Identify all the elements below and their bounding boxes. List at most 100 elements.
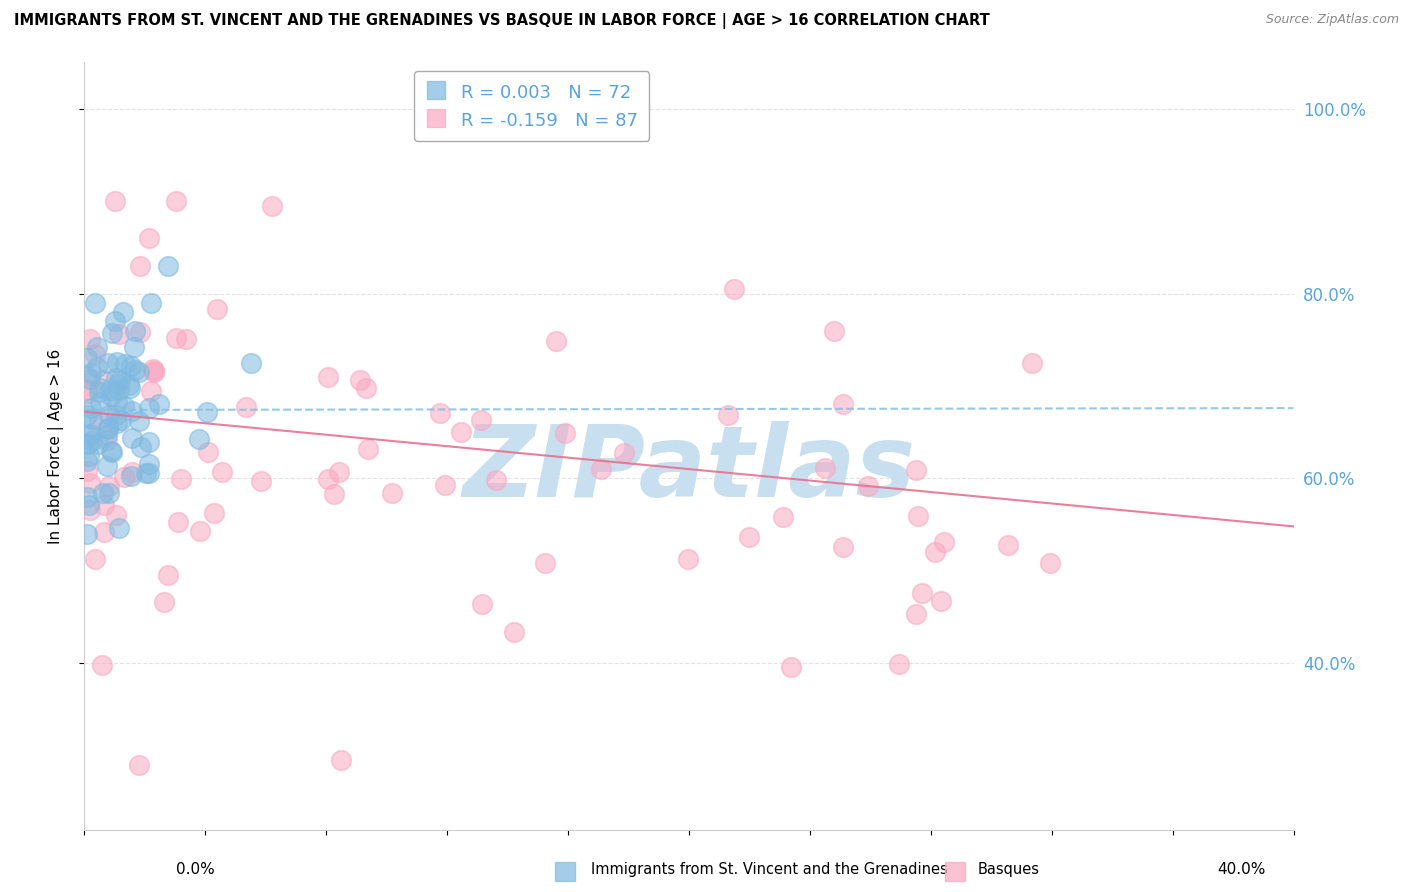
- Point: [544, 334, 567, 348]
- Point: [98, 384, 121, 398]
- Point: [76, 454, 98, 468]
- Text: Immigrants from St. Vincent and the Grenadines: Immigrants from St. Vincent and the Gren…: [591, 863, 948, 877]
- Point: [135, 466, 157, 480]
- Point: [188, 524, 211, 538]
- Point: [613, 446, 636, 460]
- Point: [93, 524, 115, 539]
- Point: [77, 437, 100, 451]
- Point: [79, 427, 101, 442]
- Point: [323, 486, 346, 500]
- Point: [911, 586, 934, 600]
- Point: [104, 508, 127, 523]
- Point: [89, 381, 111, 395]
- Point: [96, 428, 118, 442]
- Point: [450, 425, 472, 440]
- Point: [235, 400, 257, 414]
- Point: [105, 409, 128, 423]
- Text: ZIPatlas: ZIPatlas: [463, 420, 915, 517]
- Point: [111, 305, 134, 319]
- Point: [107, 521, 129, 535]
- Point: [89, 384, 111, 399]
- Point: [354, 381, 377, 395]
- Point: [170, 472, 193, 486]
- Point: [121, 465, 143, 479]
- Point: [138, 401, 160, 416]
- Point: [76, 386, 98, 401]
- Point: [107, 384, 129, 398]
- Point: [97, 486, 120, 500]
- Point: [101, 326, 124, 341]
- Point: [112, 399, 135, 413]
- Point: [470, 413, 492, 427]
- Point: [931, 594, 953, 608]
- Point: [86, 339, 108, 353]
- Point: [165, 330, 187, 344]
- Point: [98, 408, 121, 422]
- Text: 40.0%: 40.0%: [1218, 863, 1265, 877]
- Point: [924, 545, 946, 559]
- Point: [77, 429, 100, 443]
- Point: [250, 475, 273, 489]
- Point: [174, 332, 197, 346]
- Point: [76, 368, 98, 383]
- Point: [80, 366, 103, 380]
- Point: [107, 376, 129, 391]
- Point: [138, 435, 160, 450]
- Point: [772, 509, 794, 524]
- Point: [128, 414, 150, 428]
- Point: [80, 401, 103, 415]
- Point: [93, 498, 115, 512]
- Point: [89, 412, 111, 426]
- Point: [142, 362, 165, 376]
- Point: [204, 506, 226, 520]
- Point: [77, 449, 100, 463]
- Point: [76, 526, 98, 541]
- Point: [97, 422, 120, 436]
- Point: [112, 470, 135, 484]
- Legend: R = 0.003   N = 72, R = -0.159   N = 87: R = 0.003 N = 72, R = -0.159 N = 87: [415, 71, 650, 141]
- Point: [138, 466, 160, 480]
- Point: [554, 426, 576, 441]
- Point: [105, 417, 128, 431]
- Point: [429, 406, 451, 420]
- Point: [434, 477, 457, 491]
- Point: [717, 408, 740, 422]
- Text: Source: ZipAtlas.com: Source: ZipAtlas.com: [1265, 13, 1399, 27]
- Point: [779, 659, 801, 673]
- Point: [121, 359, 143, 374]
- Point: [211, 465, 233, 479]
- Point: [195, 405, 218, 419]
- Point: [82, 434, 104, 448]
- Point: [105, 371, 128, 385]
- Point: [153, 595, 176, 609]
- Point: [96, 433, 118, 447]
- Point: [76, 409, 98, 423]
- Point: [121, 404, 143, 418]
- Point: [904, 463, 927, 477]
- Point: [76, 351, 98, 365]
- Point: [90, 657, 112, 672]
- Point: [142, 364, 165, 378]
- Point: [485, 473, 508, 487]
- Point: [84, 551, 107, 566]
- Point: [823, 324, 845, 338]
- Point: [831, 397, 853, 411]
- Point: [814, 460, 837, 475]
- Text: 0.0%: 0.0%: [176, 863, 215, 877]
- Point: [591, 461, 613, 475]
- Y-axis label: In Labor Force | Age > 16: In Labor Force | Age > 16: [48, 349, 63, 543]
- Point: [118, 378, 141, 392]
- Point: [357, 442, 380, 457]
- Point: [79, 371, 101, 385]
- Point: [128, 757, 150, 772]
- Point: [129, 259, 152, 273]
- Point: [129, 440, 152, 454]
- Point: [104, 194, 127, 208]
- Point: [738, 530, 761, 544]
- Point: [534, 556, 557, 570]
- Point: [89, 395, 111, 409]
- Point: [79, 476, 101, 491]
- Point: [105, 395, 128, 409]
- Point: [156, 259, 179, 273]
- Text: Basques: Basques: [977, 863, 1039, 877]
